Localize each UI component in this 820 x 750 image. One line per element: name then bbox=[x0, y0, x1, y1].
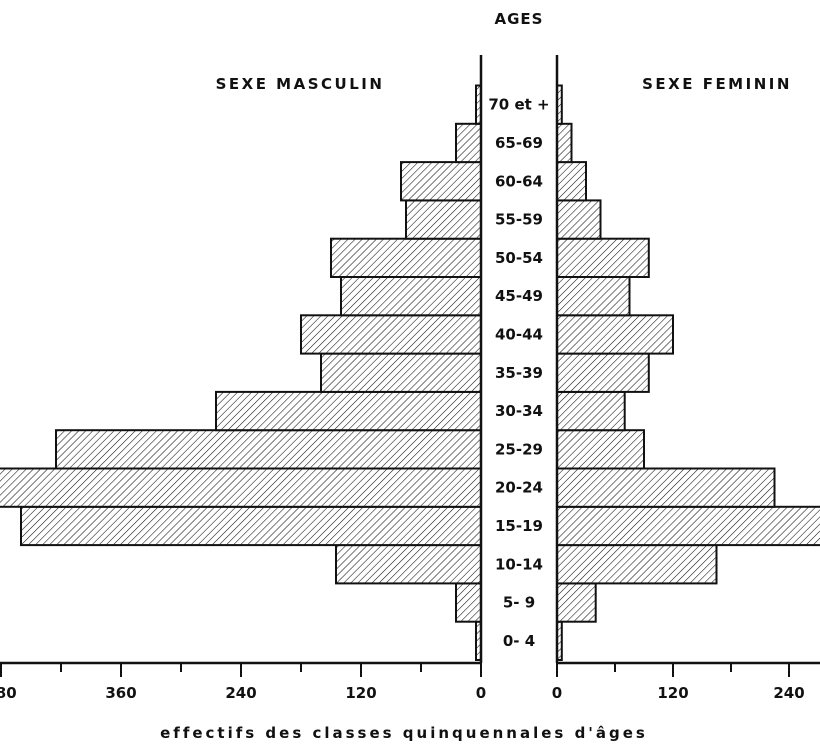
female-tick-label-0: 0 bbox=[552, 684, 562, 702]
female-bar-2 bbox=[556, 544, 718, 585]
male-bar-9 bbox=[340, 276, 482, 317]
female-bar-6 bbox=[556, 390, 626, 432]
age-label-0: 0- 4 bbox=[503, 632, 535, 650]
female-bar-8 bbox=[556, 314, 674, 355]
age-label-3: 15-19 bbox=[495, 517, 543, 535]
age-label-5: 25-29 bbox=[495, 440, 543, 458]
male-tick-label-2: 480 bbox=[0, 684, 17, 702]
age-label-6: 30-34 bbox=[495, 402, 543, 420]
male-bar-4 bbox=[0, 467, 482, 508]
female-bar-11 bbox=[556, 199, 602, 240]
female-bar-12 bbox=[556, 161, 587, 202]
age-label-10: 50-54 bbox=[495, 249, 543, 267]
axes-layer: 72060048036024012000120240360 bbox=[0, 55, 820, 702]
age-label-2: 10-14 bbox=[495, 555, 543, 573]
age-label-11: 55-59 bbox=[495, 211, 543, 229]
age-label-13: 65-69 bbox=[495, 134, 543, 152]
male-bar-12 bbox=[400, 161, 482, 202]
male-bar-1 bbox=[455, 582, 482, 623]
female-bar-7 bbox=[556, 352, 650, 393]
male-bar-10 bbox=[330, 237, 482, 278]
age-label-4: 20-24 bbox=[495, 479, 543, 497]
female-tick-label-2: 240 bbox=[773, 684, 804, 702]
chart-title: AGES bbox=[495, 10, 544, 28]
age-label-9: 45-49 bbox=[495, 287, 543, 305]
male-bar-2 bbox=[335, 544, 482, 585]
female-label: SEXE FEMININ bbox=[642, 75, 792, 93]
age-label-14: 70 et + bbox=[488, 96, 549, 114]
male-bar-5 bbox=[55, 429, 482, 470]
male-tick-label-5: 120 bbox=[345, 684, 376, 702]
female-bar-3 bbox=[556, 505, 820, 547]
male-tick-label-4: 240 bbox=[225, 684, 256, 702]
age-label-12: 60-64 bbox=[495, 172, 543, 190]
male-bar-3 bbox=[20, 505, 482, 547]
bars-layer: 0- 4 5- 9 10-14 15-19 20-24 25-29 30-34 35-39 40… bbox=[0, 84, 820, 662]
female-bar-4 bbox=[556, 467, 776, 508]
female-bar-10 bbox=[556, 237, 650, 278]
female-bar-9 bbox=[556, 276, 631, 317]
male-bar-13 bbox=[455, 122, 482, 164]
male-bar-11 bbox=[405, 199, 482, 240]
female-bar-5 bbox=[556, 429, 645, 470]
female-tick-label-1: 120 bbox=[657, 684, 688, 702]
age-label-1: 5- 9 bbox=[503, 594, 535, 612]
male-label: SEXE MASCULIN bbox=[216, 75, 385, 93]
age-label-8: 40-44 bbox=[495, 325, 543, 343]
male-tick-label-6: 0 bbox=[476, 684, 486, 702]
male-bar-6 bbox=[215, 390, 482, 432]
female-bar-13 bbox=[556, 122, 573, 164]
female-bar-1 bbox=[556, 582, 597, 623]
male-bar-8 bbox=[300, 314, 482, 355]
male-bar-7 bbox=[320, 352, 482, 393]
male-tick-label-3: 360 bbox=[105, 684, 136, 702]
age-label-7: 35-39 bbox=[495, 364, 543, 382]
x-axis-title: effectifs des classes quinquennales d'âg… bbox=[160, 724, 648, 742]
